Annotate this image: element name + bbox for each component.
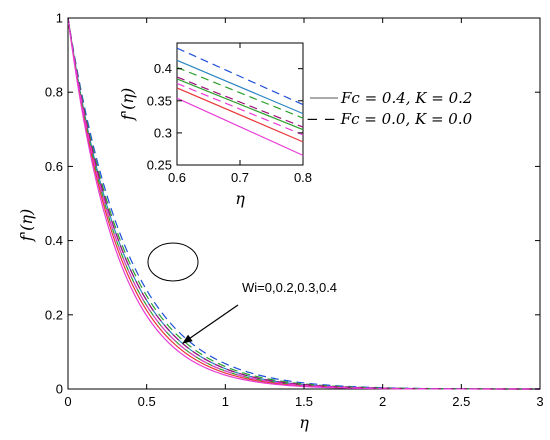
inset-y-tick-label: 0.25 [147,158,172,173]
inset-series-line-dashed-wi-0-4 [176,82,304,136]
main-series-line-dashed-wi-0-2 [67,17,540,390]
inset-plot: 0.6 0.7 0.8 0.25 0.3 0.35 0.4 η f'(η) [118,42,312,208]
inset-series-line-solid-wi-0-4 [176,97,304,156]
main-y-axis-title: f'(η) [17,209,36,242]
inset-series-line-dashed-wi-0-3 [176,76,304,128]
legend: Fc = 0.4, K = 0.2 − − Fc = 0.0, K = 0.0 [306,89,473,128]
inset-series-line-dashed-wi-0 [176,47,304,106]
inset-x-axis-title: η [235,189,245,208]
inset-series-line-solid-wi-0-3 [176,87,304,143]
annotation-group: Wi=0,0.2,0.3,0.4 [147,242,337,344]
highlight-ellipse [147,242,199,282]
wi-trend-arrow [182,304,239,344]
main-y-tick-label: 0.2 [45,307,63,322]
inset-y-tick-label: 0.4 [154,61,172,76]
main-series-line-dashed-wi-0 [67,17,540,390]
main-x-axis-title: η [299,413,309,432]
main-y-tick-label: 0.4 [45,233,63,248]
inset-y-tick-label: 0.35 [147,93,172,108]
main-x-tick-label: 1.5 [295,394,313,409]
inset-series-line-solid-wi-0-2 [176,78,304,131]
inset-series-group [176,47,304,156]
inset-x-tick-label: 0.6 [168,170,186,185]
main-x-tick-label: 2.5 [452,394,470,409]
main-y-tick-label: 1 [56,11,63,26]
main-ticks-group: 0 0.5 1 1.5 2 2.5 3 0 0.2 0.4 0.6 0.8 1 [45,11,544,410]
inset-series-line-dashed-wi-0-2 [176,66,304,119]
inset-y-tick-label: 0.3 [154,125,172,140]
main-x-tick-label: 2 [379,394,386,409]
main-y-tick-label: 0.8 [45,85,63,100]
main-x-tick-label: 1 [222,394,229,409]
inset-series-line-solid-wi-0 [176,59,304,115]
main-x-tick-label: 0 [64,394,71,409]
main-x-tick-label: 0.5 [138,394,156,409]
main-y-tick-label: 0 [56,382,63,397]
main-plot: 0 0.5 1 1.5 2 2.5 3 0 0.2 0.4 0.6 0.8 1 η f'(η) [17,11,544,433]
inset-x-tick-label: 0.7 [231,170,249,185]
inset-ticks-group: 0.6 0.7 0.8 0.25 0.3 0.35 0.4 [147,43,312,185]
main-plot-frame [67,17,541,390]
inset-x-tick-label: 0.8 [294,170,312,185]
inset-y-axis-title: f'(η) [118,88,137,121]
wi-annotation-label: Wi=0,0.2,0.3,0.4 [242,280,337,295]
main-x-tick-label: 3 [536,394,543,409]
legend-solid-label: Fc = 0.4, K = 0.2 [340,89,472,107]
legend-dashed-label: − − Fc = 0.0, K = 0.0 [306,110,473,128]
main-y-tick-label: 0.6 [45,159,63,174]
